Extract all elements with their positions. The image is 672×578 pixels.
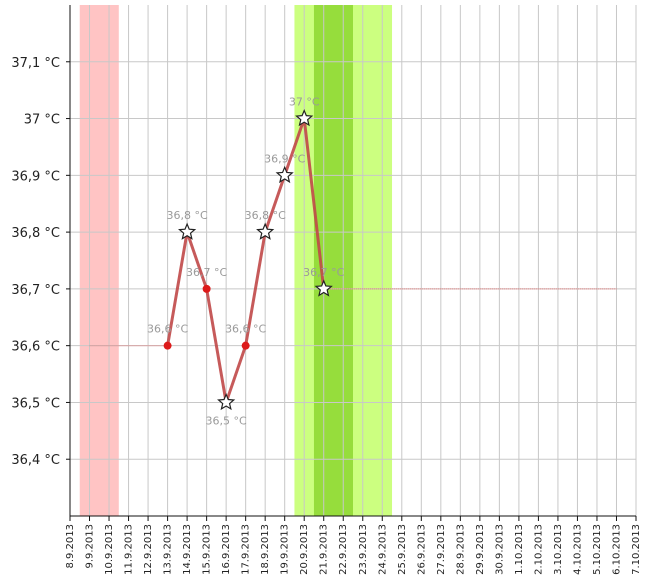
y-tick-label: 36,9 °C <box>11 169 60 184</box>
star-marker <box>178 222 197 240</box>
star-marker <box>314 279 333 297</box>
grid <box>69 5 637 516</box>
data-label: 36,8 °C <box>245 209 286 222</box>
axes <box>66 5 637 521</box>
x-tick-labels: 8.9.2013 9.9.2013 10.9.2013 11.9.2013 12.9.2… <box>65 524 642 575</box>
y-tick-label: 36,8 °C <box>11 226 60 241</box>
data-label: 36,5 °C <box>206 414 247 427</box>
x-tick-label: 15.9.2013 <box>202 524 213 575</box>
highlight-bands <box>79 5 393 516</box>
data-label: 36,9 °C <box>264 152 305 165</box>
x-tick-label: 20.9.2013 <box>299 524 310 575</box>
x-tick-label: 22.9.2013 <box>338 524 349 575</box>
star-marker <box>295 108 314 127</box>
star-marker <box>217 392 236 411</box>
data-markers <box>163 108 333 411</box>
y-tick-label: 36,5 °C <box>11 396 60 411</box>
dot-marker <box>241 341 250 350</box>
x-tick-label: 10.9.2013 <box>104 524 115 575</box>
x-tick-label: 4.10.2013 <box>572 524 583 575</box>
dot-marker <box>163 341 172 350</box>
x-tick-label: 21.9.2013 <box>319 524 330 575</box>
y-tick-label: 36,4 °C <box>11 453 60 468</box>
y-tick-label: 37,1 °C <box>11 56 60 71</box>
data-label: 37 °C <box>289 96 320 109</box>
x-tick-label: 9.9.2013 <box>85 524 96 569</box>
x-tick-label: 6.10.2013 <box>611 524 622 575</box>
x-tick-label: 3.10.2013 <box>553 524 564 575</box>
x-tick-label: 1.10.2013 <box>514 524 525 575</box>
band-0 <box>79 5 119 516</box>
x-tick-label: 14.9.2013 <box>182 524 193 575</box>
data-label: 36,8 °C <box>167 209 208 222</box>
x-tick-label: 25.9.2013 <box>397 524 408 575</box>
data-label: 36,6 °C <box>225 323 266 336</box>
x-tick-label: 27.9.2013 <box>436 524 447 575</box>
star-marker <box>275 165 294 184</box>
x-tick-label: 2.10.2013 <box>533 524 544 575</box>
x-tick-label: 16.9.2013 <box>221 524 232 575</box>
x-tick-label: 5.10.2013 <box>592 524 603 575</box>
x-tick-label: 23.9.2013 <box>358 524 369 575</box>
x-tick-label: 29.9.2013 <box>475 524 486 575</box>
y-tick-label: 37 °C <box>24 113 60 128</box>
y-tick-label: 36,6 °C <box>11 340 60 355</box>
x-tick-label: 26.9.2013 <box>416 524 427 575</box>
x-tick-label: 11.9.2013 <box>124 524 135 575</box>
y-tick-labels: 36,4 °C 36,5 °C 36,6 °C 36,7 °C 36,8 °C 36,9 … <box>11 56 60 468</box>
x-tick-label: 28.9.2013 <box>455 524 466 575</box>
reference-lines <box>89 288 617 347</box>
x-tick-label: 18.9.2013 <box>260 524 271 575</box>
x-tick-label: 17.9.2013 <box>241 524 252 575</box>
x-tick-label: 7.10.2013 <box>631 524 642 575</box>
data-label: 36,7 °C <box>303 266 344 279</box>
x-tick-label: 12.9.2013 <box>143 524 154 575</box>
x-tick-label: 8.9.2013 <box>65 524 76 569</box>
x-tick-label: 30.9.2013 <box>494 524 505 575</box>
data-label: 36,7 °C <box>186 266 227 279</box>
star-marker <box>256 222 275 240</box>
dot-marker <box>202 284 211 293</box>
x-tick-label: 19.9.2013 <box>280 524 291 575</box>
x-tick-label: 13.9.2013 <box>163 524 174 575</box>
data-labels: 36,6 °C 36,8 °C 36,7 °C 36,5 °C 36,6 °C 36,8 … <box>147 96 345 428</box>
data-label: 36,6 °C <box>147 323 188 336</box>
y-tick-label: 36,7 °C <box>11 283 60 298</box>
x-tick-label: 24.9.2013 <box>377 524 388 575</box>
